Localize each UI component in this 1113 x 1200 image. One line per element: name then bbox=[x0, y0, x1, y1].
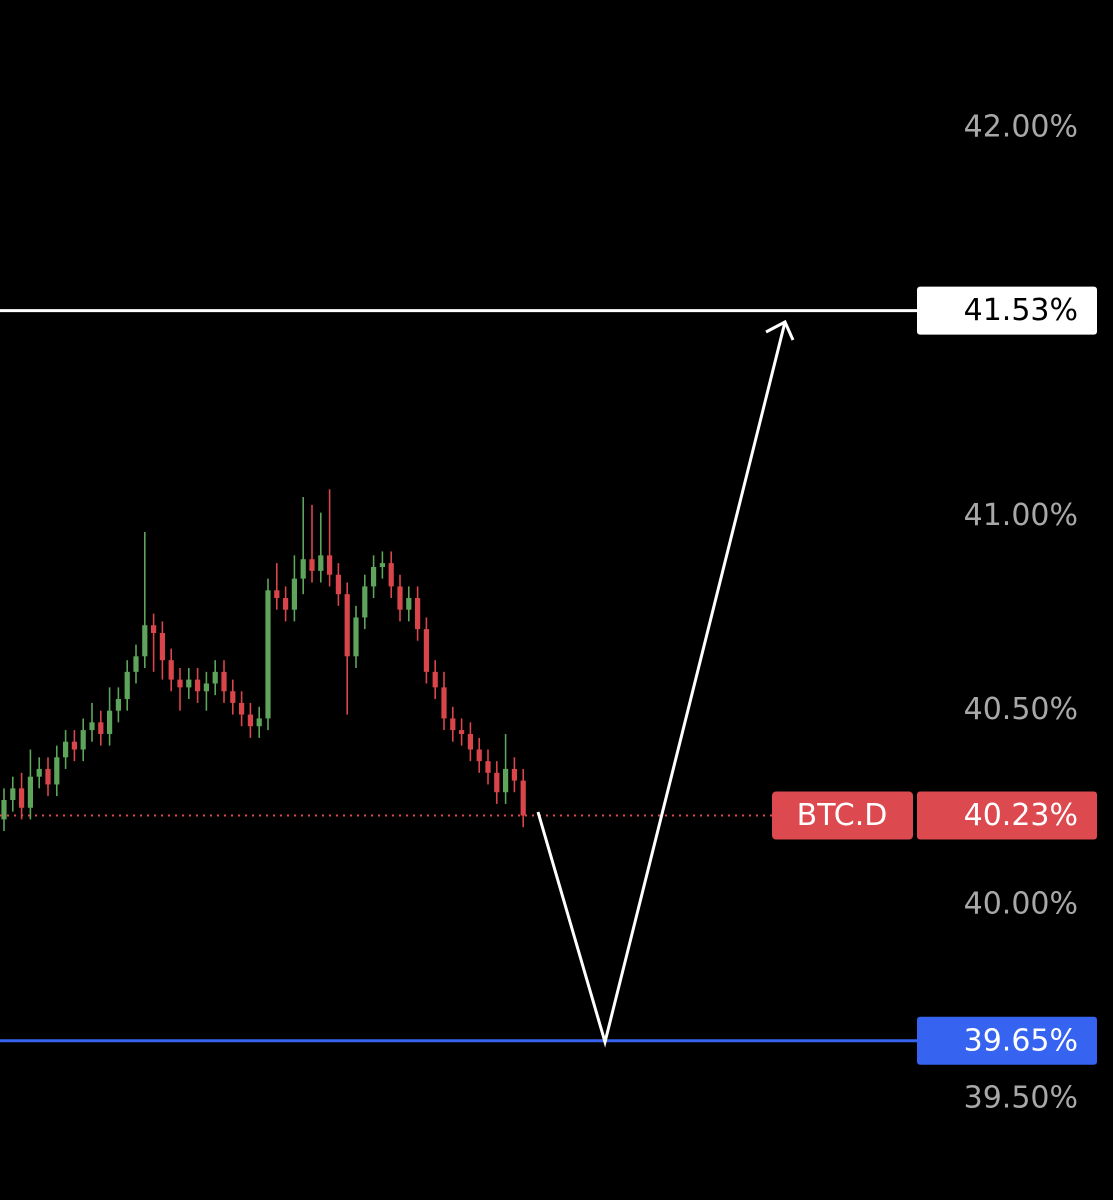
candle-body bbox=[107, 710, 113, 734]
candle-body bbox=[291, 578, 297, 610]
candle-body bbox=[10, 788, 16, 800]
candle-body bbox=[450, 718, 456, 731]
candle-body bbox=[371, 566, 377, 587]
candle-body bbox=[415, 598, 421, 630]
candle-body bbox=[441, 687, 447, 719]
candle-body bbox=[186, 679, 192, 688]
candle-body bbox=[432, 671, 438, 688]
candle-body bbox=[159, 633, 165, 661]
price-axis: 42.00% 41.00% 40.50% 40.00% 39.50% 41.53% 39.6… bbox=[772, 110, 1097, 1116]
candle-body bbox=[476, 749, 482, 762]
candle-body bbox=[195, 679, 201, 692]
candle-body bbox=[362, 586, 368, 618]
candle-body bbox=[406, 598, 412, 610]
candle-body bbox=[63, 741, 69, 758]
candle-body bbox=[71, 741, 77, 750]
candle-body bbox=[511, 768, 517, 781]
candle-body bbox=[80, 730, 86, 750]
candle-body bbox=[344, 594, 350, 657]
candle-body bbox=[27, 776, 33, 808]
candle-body bbox=[239, 702, 245, 715]
level-label: 41.53% bbox=[964, 293, 1078, 328]
candle-body bbox=[265, 590, 271, 719]
candle-body bbox=[423, 629, 429, 672]
candle-body bbox=[318, 555, 324, 571]
candle-body bbox=[274, 590, 280, 599]
candle-body bbox=[1, 800, 7, 820]
plot-area bbox=[0, 309, 917, 1043]
candle-body bbox=[397, 586, 403, 610]
last-price-label: 40.23% bbox=[964, 798, 1078, 833]
candle-body bbox=[335, 574, 341, 595]
candle-body bbox=[283, 598, 289, 610]
candle-body bbox=[142, 625, 148, 657]
last-price-box bbox=[917, 791, 1097, 840]
projection-arrow bbox=[536, 321, 787, 1048]
candle-body bbox=[168, 660, 174, 680]
candle-body bbox=[89, 722, 95, 731]
candle-body bbox=[309, 559, 315, 571]
arrow-head bbox=[765, 319, 795, 341]
y-tick-label: 42.00% bbox=[964, 110, 1078, 145]
candle-body bbox=[353, 617, 359, 657]
candle-body bbox=[247, 714, 253, 727]
candle-body bbox=[485, 761, 491, 773]
candle-body bbox=[133, 656, 139, 672]
level-label-box bbox=[917, 1016, 1097, 1065]
candle-body bbox=[388, 563, 394, 587]
y-tick-label: 41.00% bbox=[964, 498, 1078, 533]
candle-body bbox=[467, 733, 473, 750]
candle-body bbox=[45, 768, 51, 785]
y-tick-label: 40.00% bbox=[964, 886, 1078, 921]
candle-body bbox=[503, 768, 509, 793]
candle-body bbox=[115, 699, 121, 711]
candle-body bbox=[256, 718, 262, 727]
candle-body bbox=[151, 625, 157, 634]
symbol-label: BTC.D bbox=[797, 798, 888, 833]
candle-body bbox=[459, 730, 465, 734]
candle-body bbox=[203, 683, 209, 692]
candle-body bbox=[19, 788, 25, 808]
y-tick-label: 40.50% bbox=[964, 692, 1078, 727]
candle-body bbox=[54, 757, 60, 785]
candle-body bbox=[520, 780, 526, 816]
symbol-box bbox=[772, 791, 913, 840]
candle-body bbox=[124, 671, 130, 700]
candle-body bbox=[300, 559, 306, 579]
candle-body bbox=[221, 671, 227, 692]
candle-body bbox=[494, 772, 500, 793]
candle-body bbox=[230, 691, 236, 703]
candle-body bbox=[98, 722, 104, 734]
candle-body bbox=[36, 768, 42, 777]
level-label-box bbox=[917, 286, 1097, 335]
candle-body bbox=[212, 671, 218, 684]
y-tick-label: 39.50% bbox=[964, 1081, 1078, 1116]
candle-body bbox=[327, 555, 333, 575]
candle-body bbox=[177, 679, 183, 688]
level-label: 39.65% bbox=[964, 1023, 1078, 1058]
candle-body bbox=[379, 563, 385, 567]
